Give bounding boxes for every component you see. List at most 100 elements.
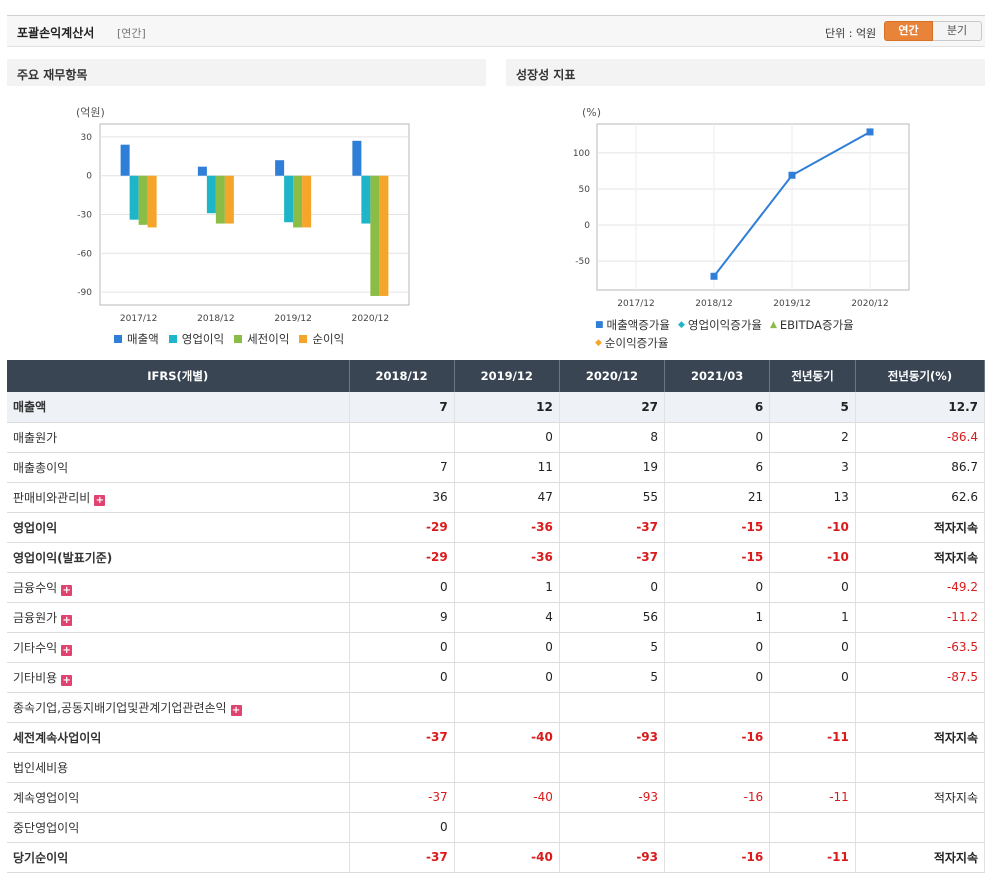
table-cell: 3 [769, 452, 856, 483]
table-row: 매출총이익 7 11 19 6 3 86.7 [7, 452, 986, 483]
bar [197, 166, 207, 176]
table-cell: 0 [454, 632, 560, 663]
table-cell: 6 [664, 392, 771, 423]
table-cell: 12.7 [855, 392, 986, 423]
key-financials-title: 주요 재무항목 [7, 59, 486, 86]
row-label: 중단영업이익 [7, 812, 350, 843]
legend-item[interactable]: 영업이익 [168, 331, 224, 347]
table-cell: 86.7 [855, 452, 986, 483]
row-label-text: 당기순이익 [13, 850, 69, 865]
table-cell: -29 [349, 512, 455, 543]
y-tick-label: -50 [575, 257, 590, 267]
table-cell: -40 [454, 842, 560, 873]
table-cell [454, 752, 560, 783]
statement-title: 포괄손익계산서 [17, 26, 95, 40]
row-label-text: 매출총이익 [13, 460, 69, 475]
table-cell: 0 [454, 422, 560, 453]
bar [206, 175, 216, 214]
table-cell: 36 [349, 482, 455, 513]
bar [293, 175, 303, 228]
table-cell [855, 752, 986, 783]
expand-icon[interactable]: + [61, 584, 73, 596]
table-cell: 27 [559, 392, 666, 423]
x-tick-label: 2019/12 [274, 314, 311, 324]
table-cell: -11.2 [855, 602, 986, 633]
legend-marker: ▲ [769, 320, 777, 330]
annual-button[interactable]: 연간 [884, 21, 933, 41]
legend-item[interactable]: ■ 매출액증가율 [595, 317, 670, 333]
table-row: 영업이익(발표기준) -29 -36 -37 -15 -10 적자지속 [7, 542, 986, 573]
table-cell [664, 812, 771, 843]
table-header-row: IFRS(개별) 2018/12 2019/12 2020/12 2021/03 전년동기… [7, 360, 986, 392]
table-cell: -16 [664, 722, 771, 753]
x-tick-label: 2020/12 [352, 314, 389, 324]
table-cell: -37 [559, 542, 666, 573]
expand-icon[interactable]: + [61, 674, 73, 686]
table-cell: -36 [454, 512, 560, 543]
legend-item[interactable]: 세전이익 [234, 331, 289, 347]
bar [361, 175, 371, 224]
legend-item[interactable]: ▲ EBITDA증가율 [770, 317, 854, 333]
quarterly-button[interactable]: 분기 [933, 21, 982, 41]
table-cell: 적자지속 [855, 542, 986, 573]
y-axis-label: (%) [582, 106, 601, 119]
table-row: 매출액 7 12 27 6 5 12.7 [7, 392, 986, 423]
table-cell: 13 [769, 482, 856, 513]
table-cell: 0 [454, 662, 560, 693]
legend-label: 매출액증가율 [606, 318, 670, 332]
row-label-text: 종속기업,공동지배기업및관계기업관련손익 [13, 700, 227, 715]
period-toggle: 연간 분기 [884, 21, 982, 42]
table-cell: -93 [559, 722, 666, 753]
column-header: 2018/12 [349, 360, 455, 392]
table-cell: -40 [454, 722, 560, 753]
table-cell: -87.5 [855, 662, 986, 693]
growth-chart: (%) 100 50 0 -50 2017/12 2018/12 2019/12 2020/12 [573, 106, 910, 309]
x-tick-label: 2019/12 [773, 299, 810, 309]
row-label-text: 영업이익(발표기준) [13, 550, 113, 565]
table-cell: 55 [559, 482, 666, 513]
legend-item[interactable]: ◆ 순이익증가율 [595, 335, 668, 351]
plot-area [596, 123, 910, 291]
row-label: 매출원가 [7, 422, 350, 453]
row-label-text: 금융원가 [13, 610, 58, 625]
table-cell: 21 [664, 482, 771, 513]
legend-label: 매출액 [127, 332, 159, 346]
row-label-text: 기타비용 [13, 670, 58, 685]
table-cell: 19 [559, 452, 666, 483]
statement-header: 포괄손익계산서 [연간] 단위 : 억원 연간 분기 [7, 15, 985, 47]
table-cell [855, 692, 986, 723]
expand-icon[interactable]: + [230, 704, 242, 716]
y-tick-label: 50 [579, 185, 591, 195]
table-cell: -29 [349, 542, 455, 573]
table-cell: 0 [664, 632, 771, 663]
table-cell: -10 [769, 512, 856, 543]
table-cell: 적자지속 [855, 722, 986, 753]
legend-item[interactable]: 순이익 [299, 331, 344, 347]
expand-icon[interactable]: + [61, 614, 73, 626]
column-header: IFRS(개별) [7, 360, 350, 392]
table-cell: 1 [769, 602, 856, 633]
table-cell: 0 [769, 572, 856, 603]
table-cell: 9 [349, 602, 455, 633]
table-cell [559, 752, 666, 783]
table-cell: 0 [664, 422, 771, 453]
row-label-text: 영업이익 [13, 520, 58, 535]
table-cell: 4 [454, 602, 560, 633]
legend-item[interactable]: 매출액 [114, 331, 159, 347]
table-cell: 62.6 [855, 482, 986, 513]
legend-item[interactable]: ◆ 영업이익증가율 [678, 317, 762, 333]
row-label: 계속영업이익 [7, 782, 350, 813]
growth-indicators-title: 성장성 지표 [506, 59, 985, 86]
y-axis-label: (억원) [76, 106, 105, 119]
table-row: 금융원가 +9 4 56 1 1 -11.2 [7, 602, 986, 633]
row-label: 법인세비용 [7, 752, 350, 783]
bar [224, 175, 234, 224]
expand-icon[interactable]: + [94, 494, 106, 506]
table-cell [664, 752, 771, 783]
row-label: 기타비용 + [7, 662, 350, 693]
table-cell [769, 752, 856, 783]
key-financials-legend: 매출액 영업이익 세전이익 순이익 [114, 331, 414, 347]
expand-icon[interactable]: + [61, 644, 73, 656]
table-row: 당기순이익 -37 -40 -93 -16 -11 적자지속 [7, 842, 986, 873]
table-cell: 7 [349, 392, 455, 423]
